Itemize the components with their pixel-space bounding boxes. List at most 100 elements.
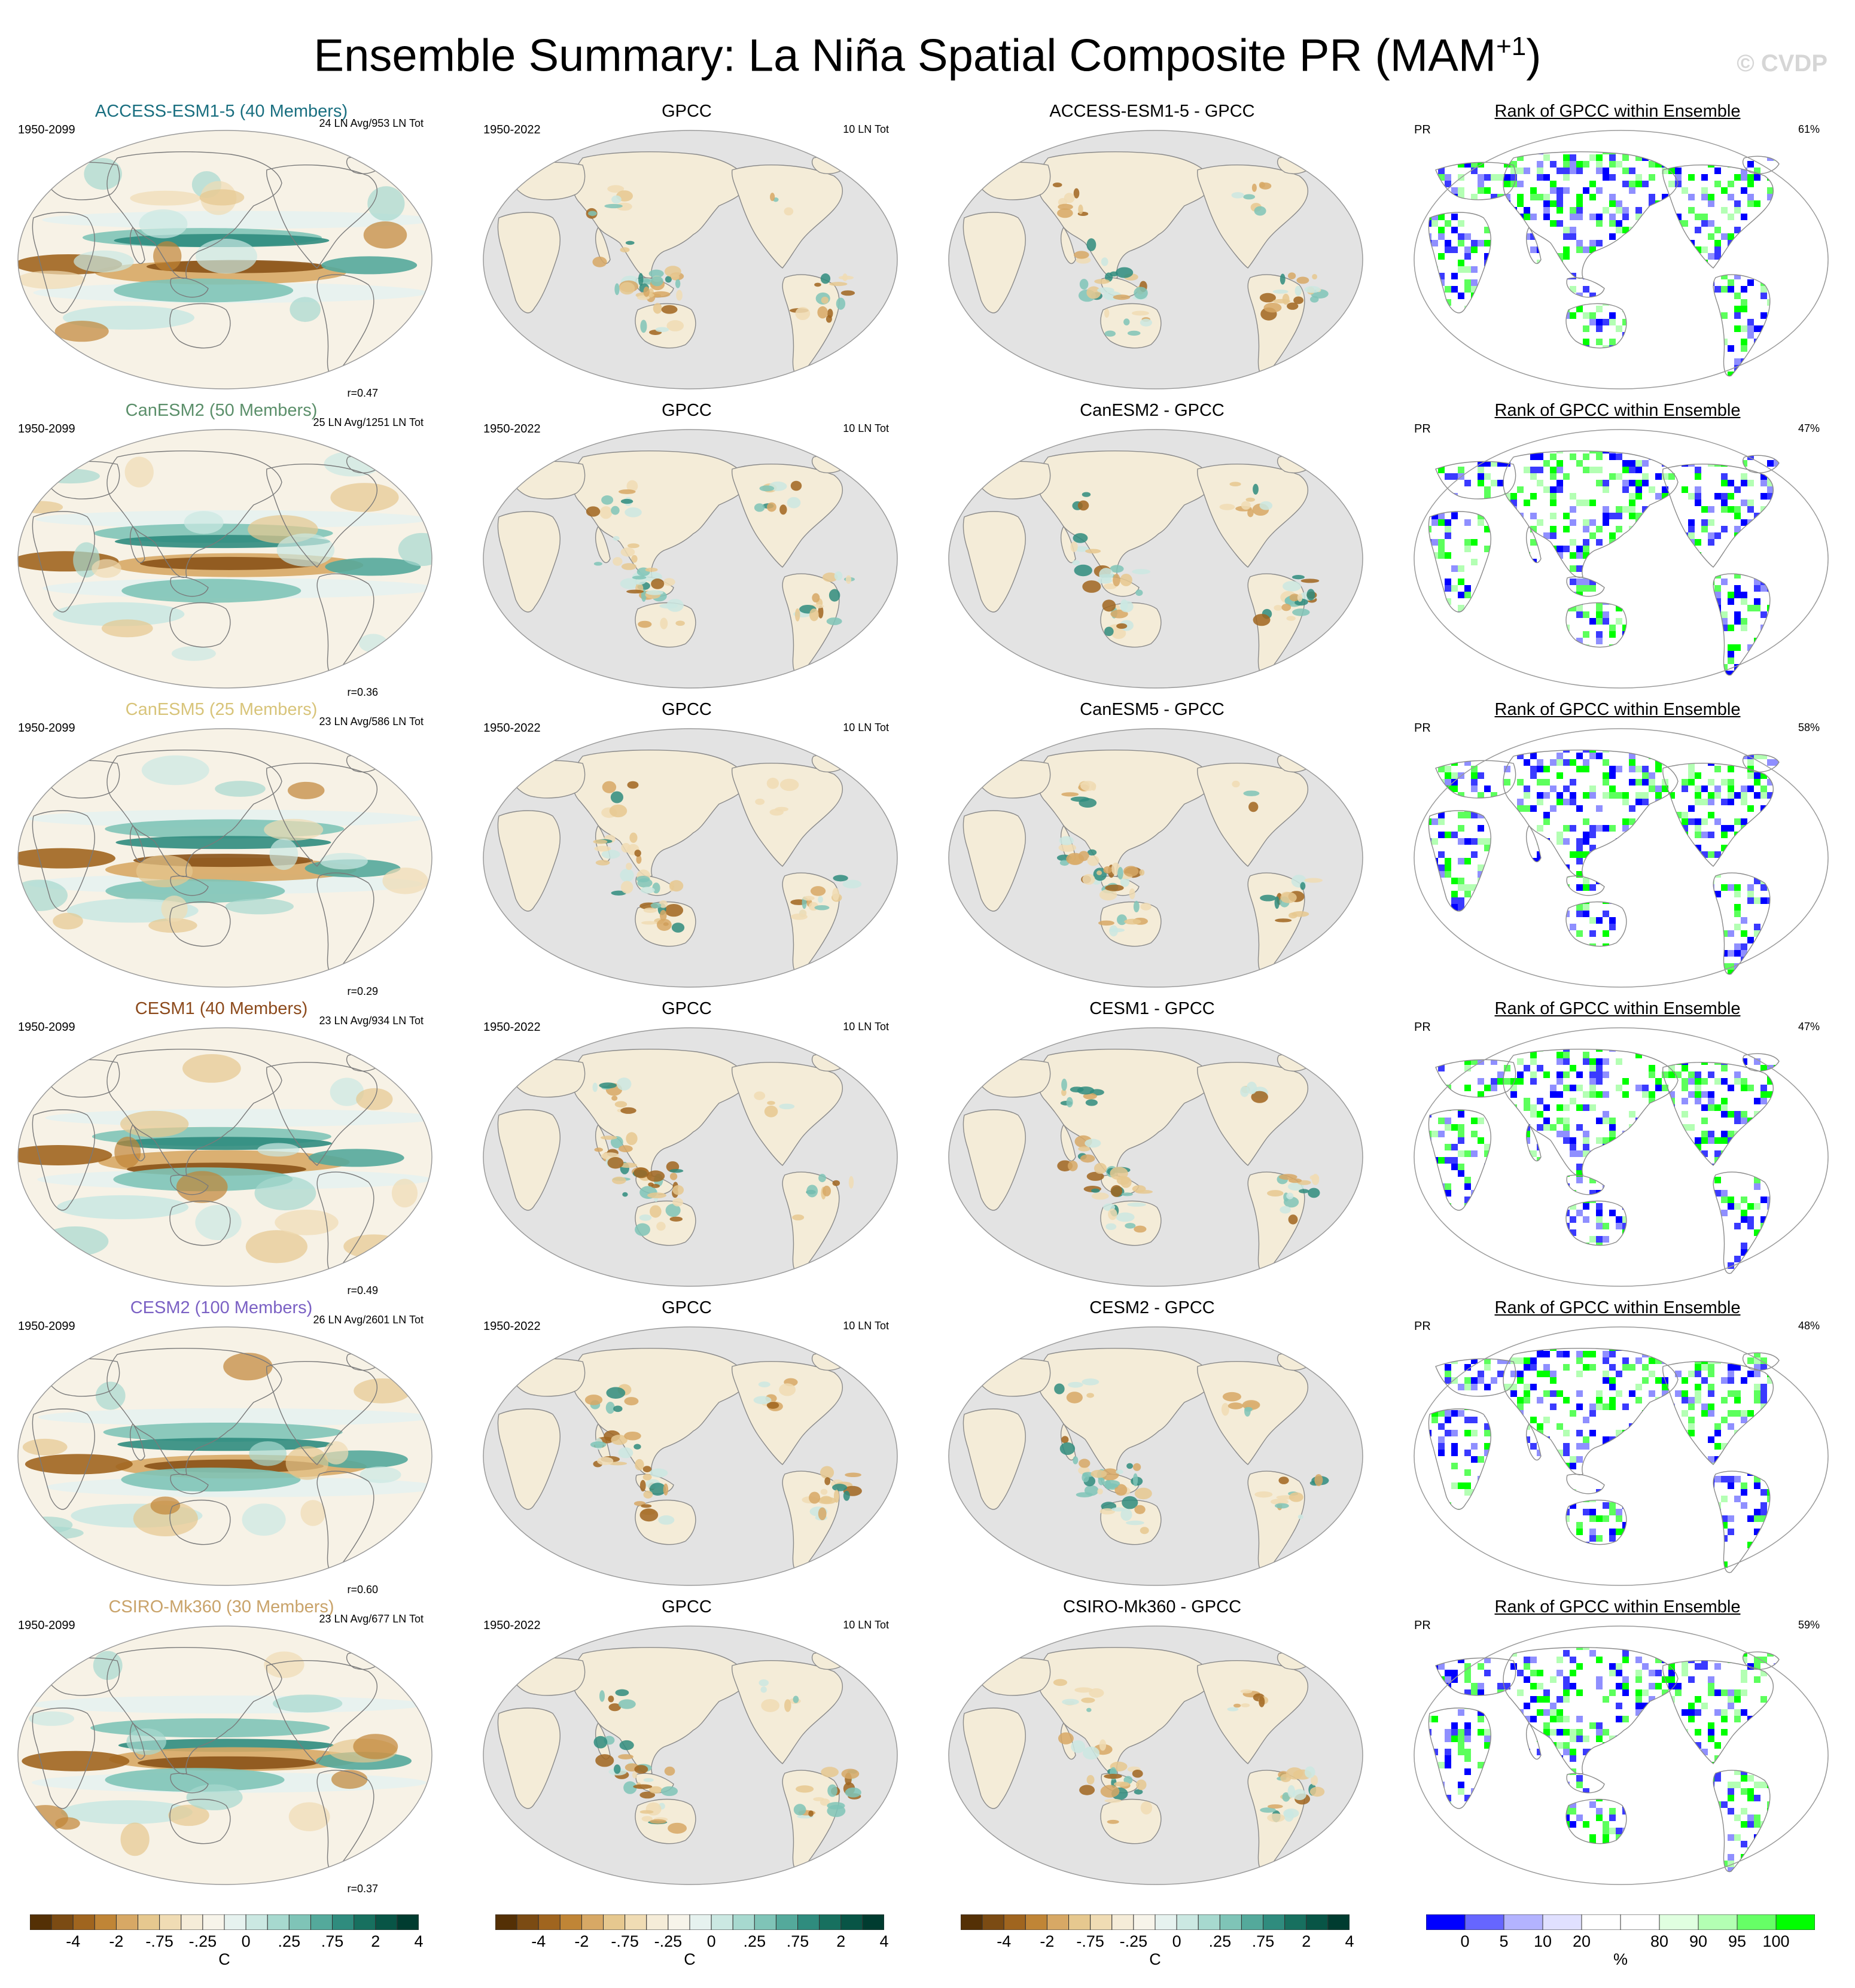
obs-composite-map [483,1027,898,1287]
obs-title: GPCC [662,102,712,121]
obs-composite-map [483,130,898,389]
colorbar-swatch [1737,1914,1777,1930]
rank-percent: 59% [1798,1619,1820,1631]
obs-title: GPCC [662,700,712,719]
model-title: ACCESS-ESM1-5 (40 Members) [95,102,348,121]
rank-variable: PR [1414,1021,1431,1034]
colorbar-swatch [51,1914,74,1930]
rank-percent: 47% [1798,1021,1820,1033]
obs-composite-map [483,728,898,988]
event-count: 23 LN Avg/677 LN Tot [319,1613,424,1625]
colorbar-tick-label: 4 [414,1932,424,1950]
colorbar-tick-label: -4 [997,1932,1012,1950]
rank-percent: 58% [1798,721,1820,733]
colorbar-swatch [1464,1914,1504,1930]
obs-composite-map [483,429,898,689]
colorbar-tick-label: 10 [1533,1932,1552,1950]
map-panel-obs: GPCC 1950-2022 10 LN Tot [471,401,902,700]
obs-title: GPCC [662,1298,712,1317]
colorbar-tick-label: 4 [879,1932,889,1950]
colorbar-swatch [245,1914,268,1930]
colorbar-unit: C [1149,1950,1161,1968]
colorbar-swatch [668,1914,690,1930]
colorbar-swatch [1219,1914,1242,1930]
colorbar-tick-label: .25 [743,1932,766,1950]
map-panel-model: CanESM5 (25 Members) 1950-2099 23 LN Avg/5… [6,700,437,999]
colorbar-swatch [1198,1914,1220,1930]
model-title: CSIRO-Mk360 (30 Members) [108,1597,334,1616]
colorbar-swatch [625,1914,647,1930]
obs-event-count: 10 LN Tot [843,1619,889,1631]
rank-title: Rank of GPCC within Ensemble [1494,102,1741,121]
rank-percent: 48% [1798,1320,1820,1332]
rank-variable: PR [1414,1619,1431,1632]
model-composite-map [17,1625,432,1885]
colorbar-swatch [819,1914,842,1930]
colorbar-tick-label: .25 [1208,1932,1232,1950]
map-panel-model: CSIRO-Mk360 (30 Members) 1950-2099 23 LN A… [6,1597,437,1896]
colorbar-tick-label: 20 [1572,1932,1591,1950]
model-composite-map [17,1326,432,1586]
pattern-correlation: r=0.37 [347,1883,378,1895]
figure-title: Ensemble Summary: La Niña Spatial Compos… [313,30,1542,81]
difference-title: CSIRO-Mk360 - GPCC [1062,1597,1242,1616]
event-count: 26 LN Avg/2601 LN Tot [313,1314,424,1326]
colorbar-tick-label: -2 [1040,1932,1055,1950]
colorbar-swatch [1284,1914,1307,1930]
colorbar-swatch [1698,1914,1738,1930]
map-panel-model: CESM1 (40 Members) 1950-2099 23 LN Avg/934… [6,999,437,1298]
difference-title: CESM1 - GPCC [1089,999,1215,1018]
colorbar-ticks: 0 5 10 20 80 90 95 100 [1426,1930,1815,1954]
colorbar-tick-label: 95 [1728,1932,1747,1950]
map-panel-obs: GPCC 1950-2022 10 LN Tot [471,1597,902,1896]
colorbar-tick-label: 0 [1460,1932,1470,1950]
obs-period-label: 1950-2022 [483,721,541,735]
colorbar-swatch [30,1914,52,1930]
colorbar-swatch [961,1914,983,1930]
colorbar-swatch [538,1914,561,1930]
colorbar-swatch [1306,1914,1329,1930]
colorbar-swatch [310,1914,333,1930]
colorbar-tick-label: 80 [1650,1932,1669,1950]
colorbar-swatch [1263,1914,1286,1930]
colorbar-tick-label: 0 [1172,1932,1181,1950]
colorbar-swatch [354,1914,376,1930]
obs-composite-map [483,1625,898,1885]
colorbar-swatch [94,1914,117,1930]
rank-map [1414,130,1829,389]
colorbar-tick-label: -2 [574,1932,589,1950]
map-panel-rank: Rank of GPCC within Ensemble PR 47% [1402,999,1833,1298]
period-label: 1950-2099 [18,1320,75,1333]
colorbar-swatch [603,1914,626,1930]
period-label: 1950-2099 [18,123,75,136]
colorbar-swatch [115,1914,139,1930]
map-panel-rank: Rank of GPCC within Ensemble PR 59% [1402,1597,1833,1896]
rank-variable: PR [1414,721,1431,735]
rank-title: Rank of GPCC within Ensemble [1494,1298,1741,1317]
colorbar-tick-label: 2 [371,1932,380,1950]
obs-period-label: 1950-2022 [483,422,541,436]
model-composite-map [17,130,432,389]
model-title: CESM1 (40 Members) [135,999,308,1018]
map-panel-diff: CanESM2 - GPCC [937,401,1367,700]
colorbar-tick-label: .75 [1251,1932,1275,1950]
colorbar-swatch [375,1914,398,1930]
colorbar-unit: % [1613,1950,1628,1968]
rank-map [1414,1625,1829,1885]
colorbar-unit: C [218,1950,230,1968]
rank-title: Rank of GPCC within Ensemble [1494,401,1741,420]
rank-map [1414,1326,1829,1586]
colorbar-swatch [138,1914,160,1930]
colorbar-tick-label: -2 [109,1932,124,1950]
colorbar-swatch [1133,1914,1156,1930]
map-panel-obs: GPCC 1950-2022 10 LN Tot [471,999,902,1298]
difference-title: ACCESS-ESM1-5 - GPCC [1049,102,1255,121]
rank-map [1414,1027,1829,1287]
colorbar-tick-label: .75 [786,1932,809,1950]
diff-composite-map [948,429,1363,689]
colorbar-tick-label: -.25 [654,1932,683,1950]
obs-event-count: 10 LN Tot [843,123,889,135]
colorbar-swatch [1003,1914,1026,1930]
map-panel-obs: GPCC 1950-2022 10 LN Tot [471,102,902,401]
colorbar-swatch [1090,1914,1113,1930]
